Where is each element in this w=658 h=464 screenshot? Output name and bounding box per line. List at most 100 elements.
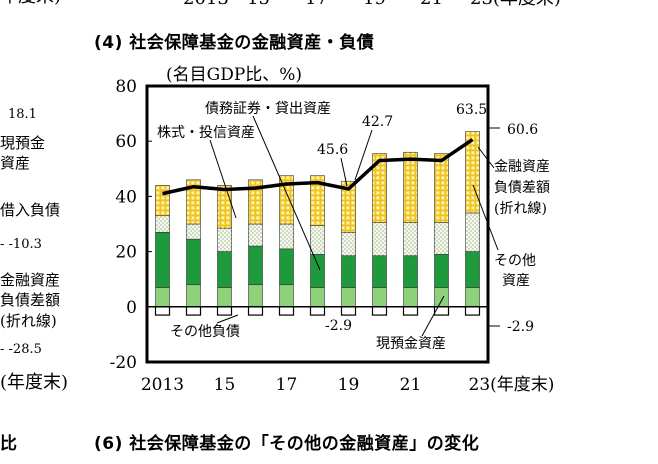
label-equity-inv: 株式・投信資産: [157, 125, 255, 141]
x-tick-label: 2013: [141, 375, 184, 395]
left-net-label-1: 金融資産: [0, 271, 61, 289]
leader-line: [209, 139, 237, 219]
other-asset-segment: [248, 179, 263, 225]
left-year-end: (年度末): [0, 372, 69, 393]
label-debt-loans: 債務証券・貸出資産: [205, 101, 331, 117]
other-asset-segment: [341, 180, 356, 233]
debt-loan-segment: [186, 223, 201, 240]
leader-line: [354, 129, 373, 181]
left-val-mid: - -10.3: [0, 237, 42, 252]
equity-segment: [403, 255, 418, 288]
left-bottom-fragment: 比: [0, 434, 17, 454]
left-net-label-2: 負債差額: [0, 291, 61, 309]
value-63-5: 63.5: [456, 102, 487, 118]
value-42-7: 42.7: [362, 114, 393, 130]
x-tick-label: 21: [400, 375, 422, 395]
cash-segment: [403, 287, 418, 308]
leader-line: [472, 184, 499, 251]
equity-segment: [434, 254, 449, 288]
equity-segment: [465, 251, 480, 288]
other-asset-segment: [372, 153, 387, 223]
debt-loan-segment: [217, 227, 232, 252]
equity-segment: [217, 251, 232, 288]
liability-segment: [154, 306, 171, 316]
liability-segment: [464, 306, 481, 316]
cash-segment: [248, 284, 263, 308]
other-asset-segment: [434, 153, 449, 223]
label-other-assets-1: その他: [494, 253, 536, 269]
debt-loan-segment: [248, 223, 263, 247]
cash-segment: [434, 287, 449, 308]
cash-segment: [155, 287, 170, 308]
debt-loan-segment: [341, 231, 356, 257]
panel6-title: (6) 社会保障基金の「その他の金融資産」の変化: [94, 434, 480, 454]
liability-segment: [185, 306, 202, 316]
liability-segment: [371, 306, 388, 316]
cash-segment: [279, 284, 294, 308]
y-tick-label: 40: [115, 187, 137, 207]
equity-segment: [155, 231, 170, 288]
cropped-tick-23: 23(年度末): [470, 0, 561, 8]
chart-subtitle: (名目GDP比、%): [166, 65, 302, 85]
other-asset-segment: [217, 185, 232, 229]
other-asset-segment: [403, 151, 418, 223]
equity-segment: [279, 248, 294, 286]
left-val-top: 18.1: [8, 107, 37, 122]
x-tick-label: 15: [214, 375, 236, 395]
leader-line: [340, 157, 348, 187]
equity-segment: [310, 254, 325, 288]
liability-segment: [433, 306, 450, 316]
liability-segment: [340, 306, 357, 316]
panel4-title: (4) 社会保障基金の金融資産・負債: [94, 33, 375, 53]
cash-segment: [372, 287, 387, 308]
value-60-6: 60.6: [507, 122, 538, 138]
label-net-1: 金融資産: [494, 159, 550, 175]
x-tick-label: 17: [276, 375, 298, 395]
leader-line: [477, 146, 495, 169]
equity-segment: [248, 245, 263, 286]
debt-loan-segment: [310, 225, 325, 255]
value-minus-2-9-inner: -2.9: [325, 318, 352, 334]
cropped-tick-17: 17: [305, 0, 328, 8]
debt-loan-segment: [434, 222, 449, 255]
label-net-2: 負債差額: [494, 180, 550, 196]
liability-segment: [402, 306, 419, 316]
debt-loan-segment: [372, 222, 387, 257]
debt-loan-segment: [403, 222, 418, 257]
debt-loan-segment: [155, 215, 170, 233]
y-tick-label: -20: [110, 353, 137, 373]
value-45-6: 45.6: [317, 142, 348, 158]
cropped-left-year-end: 年度末): [0, 0, 61, 6]
cash-segment: [310, 287, 325, 308]
y-tick-label: 80: [115, 77, 137, 97]
other-asset-segment: [186, 179, 201, 225]
liability-segment: [309, 306, 326, 316]
y-tick-label: 0: [126, 298, 137, 318]
other-asset-segment: [155, 185, 170, 217]
y-tick-label: 20: [115, 243, 137, 263]
label-cash: 現預金資産: [376, 336, 446, 352]
debt-loan-segment: [279, 223, 294, 250]
liability-segment: [216, 306, 233, 316]
debt-loan-segment: [465, 212, 480, 252]
y-tick-label: 60: [115, 132, 137, 152]
cash-segment: [341, 287, 356, 308]
left-val-mid-num: -10.3: [8, 237, 42, 252]
value-minus-2-9-outer: -2.9: [507, 319, 534, 335]
cropped-tick-21: 21: [420, 0, 443, 8]
left-val-low: - -28.5: [0, 342, 42, 357]
left-borrow-label: 借入負債: [0, 201, 61, 219]
leader-line: [216, 314, 239, 324]
other-asset-segment: [310, 175, 325, 226]
equity-segment: [341, 255, 356, 288]
label-net-3: (折れ線): [494, 201, 547, 217]
liability-segment: [278, 306, 295, 316]
left-net-label-3: (折れ線): [0, 312, 57, 330]
equity-segment: [372, 255, 387, 288]
cash-segment: [186, 284, 201, 308]
left-val-low-num: -28.5: [8, 342, 42, 357]
label-other-liab: その他負債: [170, 324, 240, 340]
cropped-tick-15: 15: [247, 0, 270, 8]
label-other-assets-2: 資産: [502, 273, 530, 289]
